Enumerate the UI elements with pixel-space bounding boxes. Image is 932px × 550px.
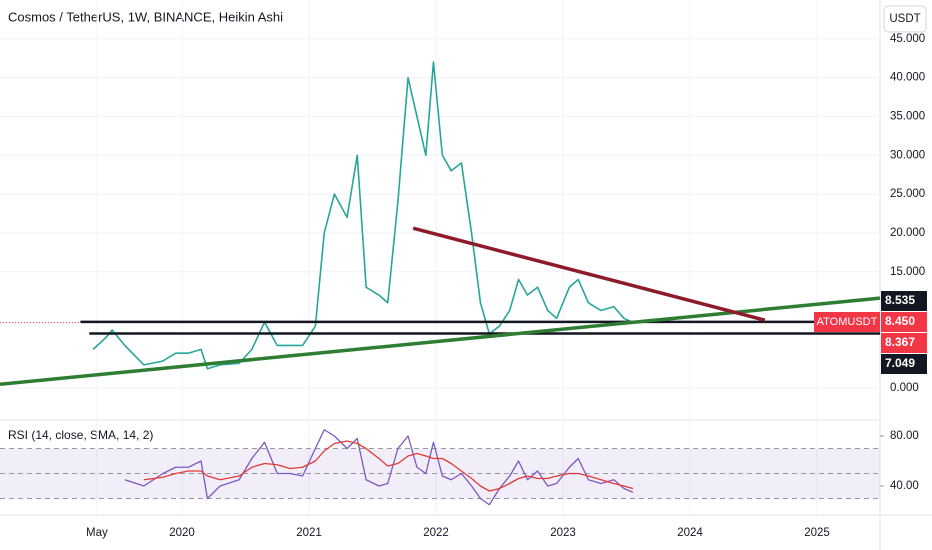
y-tick-label: 40.000 — [890, 72, 925, 84]
x-tick-label: 2025 — [804, 527, 830, 539]
price-label-box — [881, 291, 927, 311]
currency-button[interactable] — [883, 5, 927, 33]
chart-title: Cosmos / TetherUS, 1W, BINANCE, Heikin A… — [8, 9, 283, 24]
symbol-label-box — [814, 312, 880, 332]
price-label: 7.049 — [885, 356, 915, 370]
x-tick-label: 2021 — [296, 527, 322, 539]
y-tick-label: 20.000 — [890, 227, 925, 239]
trendline — [412, 226, 766, 322]
rsi-line — [143, 440, 634, 492]
x-tick-label: May — [86, 527, 108, 539]
symbol-label: ATOMUSDT — [817, 316, 878, 328]
price-label-box — [881, 312, 927, 332]
price-label-box — [881, 354, 927, 374]
y-tick-label: 80.00 — [890, 430, 919, 442]
rsi-title: RSI (14, close, SMA, 14, 2) — [8, 428, 153, 442]
x-tick-label: 2023 — [550, 527, 576, 539]
rsi-line — [124, 429, 634, 506]
x-tick-label: 2020 — [169, 527, 195, 539]
price-label-box — [881, 333, 927, 353]
price-line — [92, 61, 634, 370]
y-tick-label: 40.00 — [890, 480, 919, 492]
currency[interactable]: USDT — [889, 13, 920, 25]
y-tick-label: 35.000 — [890, 110, 925, 122]
price-label: 8.450 — [885, 314, 915, 328]
x-tick-label: 2024 — [677, 527, 703, 539]
y-tick-label: 30.000 — [890, 149, 925, 161]
price-label: 8.535 — [885, 293, 915, 307]
y-tick-label: 15.000 — [890, 266, 925, 278]
y-tick-label: 45.000 — [890, 33, 925, 45]
y-tick-label: 0.000 — [890, 382, 919, 394]
price-label: 8.367 — [885, 335, 915, 349]
y-tick-label: 25.000 — [890, 188, 925, 200]
x-tick-label: 2022 — [423, 527, 449, 539]
